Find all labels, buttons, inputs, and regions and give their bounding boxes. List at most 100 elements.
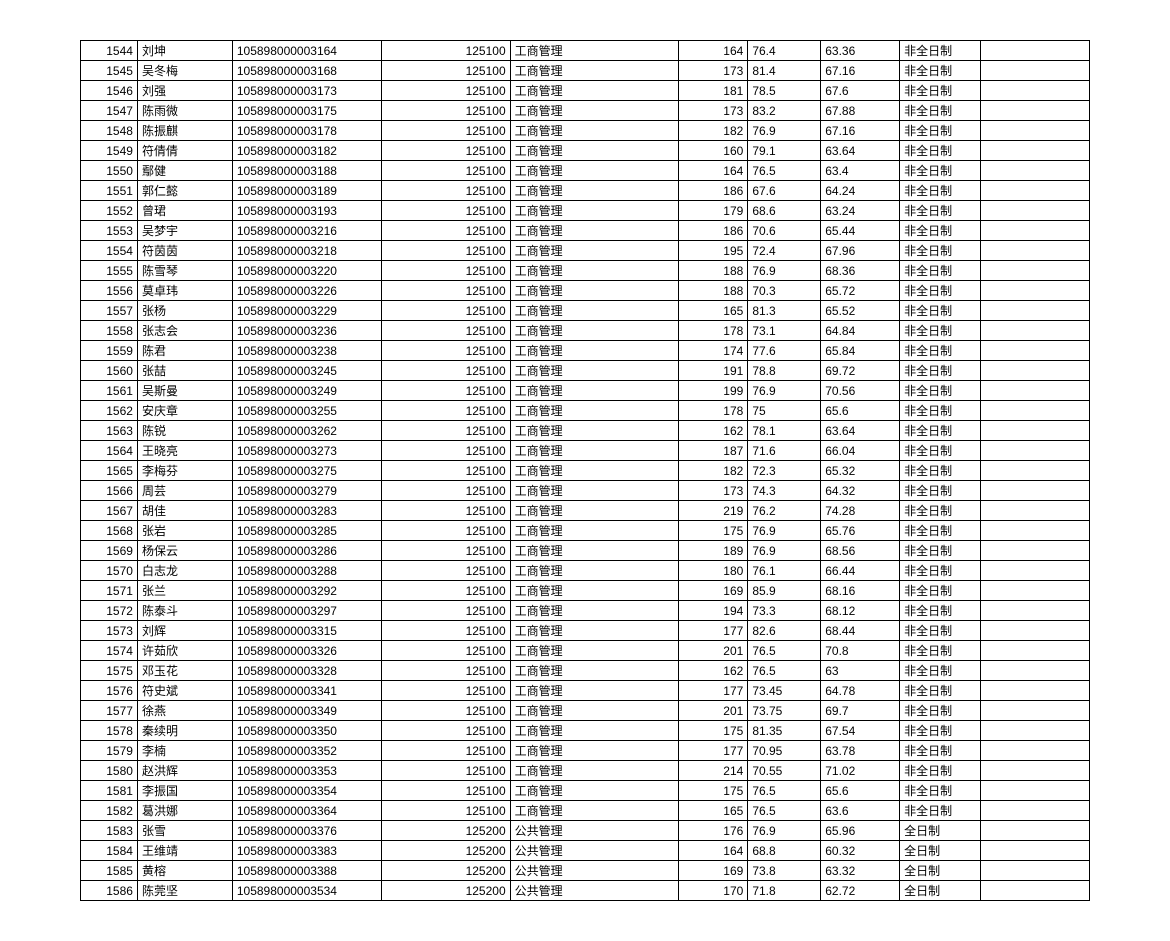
table-cell: 71.8	[748, 881, 821, 901]
table-cell	[981, 121, 1090, 141]
table-cell: 陈振麒	[137, 121, 232, 141]
table-cell: 125100	[381, 341, 510, 361]
table-cell: 非全日制	[900, 761, 981, 781]
table-cell: 63.4	[821, 161, 900, 181]
table-row: 1562安庆章105898000003255125100工商管理1787565.…	[81, 401, 1090, 421]
table-cell: 125100	[381, 721, 510, 741]
table-row: 1573刘辉105898000003315125100工商管理17782.668…	[81, 621, 1090, 641]
table-row: 1558张志会105898000003236125100工商管理17873.16…	[81, 321, 1090, 341]
table-row: 1578秦续明105898000003350125100工商管理17581.35…	[81, 721, 1090, 741]
table-row: 1563陈锐105898000003262125100工商管理16278.163…	[81, 421, 1090, 441]
table-cell: 工商管理	[510, 41, 679, 61]
table-cell: 1547	[81, 101, 138, 121]
table-cell: 78.1	[748, 421, 821, 441]
table-cell: 105898000003353	[232, 761, 381, 781]
table-cell: 非全日制	[900, 121, 981, 141]
table-cell: 125100	[381, 221, 510, 241]
table-cell	[981, 601, 1090, 621]
table-cell: 74.28	[821, 501, 900, 521]
table-cell: 64.84	[821, 321, 900, 341]
table-cell: 陈泰斗	[137, 601, 232, 621]
table-cell: 1548	[81, 121, 138, 141]
table-cell: 125100	[381, 281, 510, 301]
table-cell: 工商管理	[510, 781, 679, 801]
table-cell: 工商管理	[510, 701, 679, 721]
table-cell: 白志龙	[137, 561, 232, 581]
table-cell: 76.5	[748, 161, 821, 181]
table-cell	[981, 661, 1090, 681]
table-cell: 1556	[81, 281, 138, 301]
table-cell: 工商管理	[510, 561, 679, 581]
table-cell: 刘辉	[137, 621, 232, 641]
table-cell	[981, 761, 1090, 781]
table-cell: 63.64	[821, 141, 900, 161]
table-cell: 105898000003349	[232, 701, 381, 721]
table-cell: 125200	[381, 881, 510, 901]
table-cell	[981, 801, 1090, 821]
table-cell: 工商管理	[510, 741, 679, 761]
table-cell: 非全日制	[900, 361, 981, 381]
table-cell: 莫卓玮	[137, 281, 232, 301]
table-cell: 105898000003245	[232, 361, 381, 381]
table-cell: 70.95	[748, 741, 821, 761]
table-cell: 63.24	[821, 201, 900, 221]
table-cell: 105898000003273	[232, 441, 381, 461]
table-cell: 105898000003354	[232, 781, 381, 801]
table-cell: 70.8	[821, 641, 900, 661]
table-cell: 105898000003286	[232, 541, 381, 561]
table-row: 1550鄢健105898000003188125100工商管理16476.563…	[81, 161, 1090, 181]
table-cell	[981, 561, 1090, 581]
table-cell: 65.76	[821, 521, 900, 541]
data-table: 1544刘坤105898000003164125100工商管理16476.463…	[80, 40, 1090, 901]
table-cell: 105898000003279	[232, 481, 381, 501]
table-cell: 73.45	[748, 681, 821, 701]
table-cell	[981, 341, 1090, 361]
table-cell: 125200	[381, 821, 510, 841]
table-cell: 杨保云	[137, 541, 232, 561]
table-row: 1553吴梦宇105898000003216125100工商管理18670.66…	[81, 221, 1090, 241]
table-cell: 65.84	[821, 341, 900, 361]
table-cell	[981, 321, 1090, 341]
table-cell: 105898000003175	[232, 101, 381, 121]
table-cell: 125100	[381, 581, 510, 601]
table-cell: 105898000003364	[232, 801, 381, 821]
table-cell: 79.1	[748, 141, 821, 161]
table-cell: 68.36	[821, 261, 900, 281]
table-cell: 165	[679, 801, 748, 821]
table-cell: 125100	[381, 801, 510, 821]
table-cell: 125100	[381, 741, 510, 761]
table-cell: 201	[679, 701, 748, 721]
table-cell: 吴冬梅	[137, 61, 232, 81]
table-cell	[981, 541, 1090, 561]
table-cell: 105898000003283	[232, 501, 381, 521]
table-cell: 125100	[381, 641, 510, 661]
table-cell	[981, 61, 1090, 81]
table-cell: 工商管理	[510, 521, 679, 541]
table-cell: 105898000003288	[232, 561, 381, 581]
table-cell: 65.72	[821, 281, 900, 301]
table-row: 1555陈雪琴105898000003220125100工商管理18876.96…	[81, 261, 1090, 281]
table-cell: 非全日制	[900, 201, 981, 221]
table-cell	[981, 461, 1090, 481]
table-cell: 219	[679, 501, 748, 521]
table-cell: 秦续明	[137, 721, 232, 741]
table-cell: 77.6	[748, 341, 821, 361]
table-cell: 非全日制	[900, 641, 981, 661]
table-cell: 工商管理	[510, 401, 679, 421]
table-cell: 陈君	[137, 341, 232, 361]
table-cell: 工商管理	[510, 101, 679, 121]
table-cell: 工商管理	[510, 141, 679, 161]
table-cell: 1568	[81, 521, 138, 541]
table-cell: 鄢健	[137, 161, 232, 181]
table-cell: 1546	[81, 81, 138, 101]
table-cell: 吴斯曼	[137, 381, 232, 401]
table-cell	[981, 81, 1090, 101]
table-cell: 125100	[381, 621, 510, 641]
table-cell: 符史斌	[137, 681, 232, 701]
table-cell: 60.32	[821, 841, 900, 861]
table-cell: 175	[679, 781, 748, 801]
table-cell: 非全日制	[900, 781, 981, 801]
table-cell	[981, 181, 1090, 201]
table-row: 1564王晓亮105898000003273125100工商管理18771.66…	[81, 441, 1090, 461]
table-cell: 76.5	[748, 801, 821, 821]
